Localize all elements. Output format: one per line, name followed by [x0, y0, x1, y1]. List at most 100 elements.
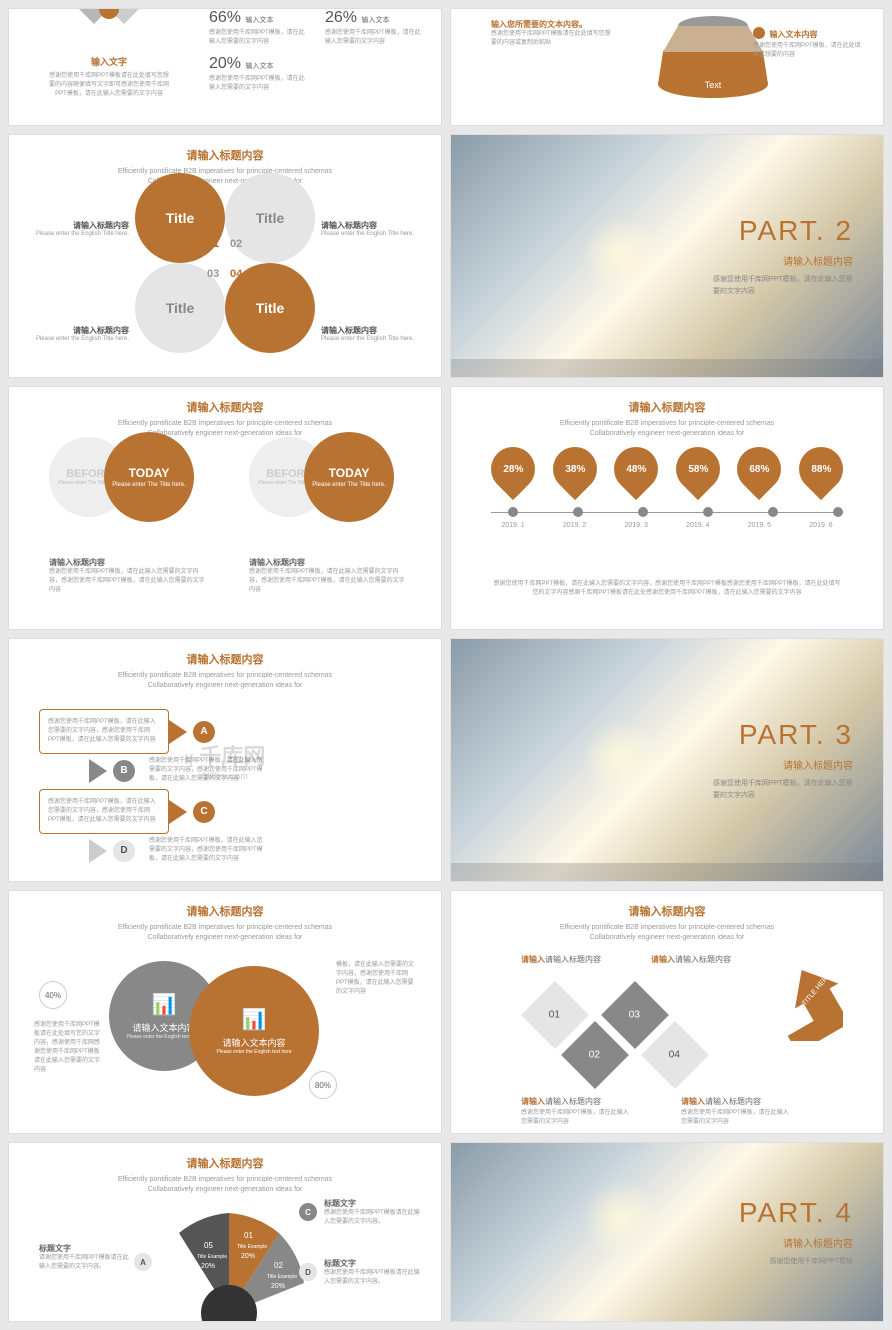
box-c: 感谢您使用千库网PPT模板，请在此输入您需要的文字内容，感谢您使用千库网PPT模… — [39, 789, 169, 834]
caption-desc: 感谢您使用千库网PPT模板请在此处填写您想要的内容随便填写文字即可感谢您使用千库… — [49, 72, 169, 99]
svg-text:Text: Text — [705, 80, 722, 90]
hero-title: PART. 4 — [739, 1197, 853, 1229]
annot-br: 请输入标题内容Please enter the English Title he… — [321, 325, 421, 342]
slide-diamonds: 请输入标题内容 Efficiently pontificate B2B impe… — [450, 890, 884, 1134]
slide-sub: Efficiently pontificate B2B imperatives … — [451, 923, 883, 943]
slide-title: 请输入标题内容 — [9, 135, 441, 167]
box-b: 感谢您使用千库网PPT模板，请在此输入您需要的文字内容，感谢您使用千库网PPT模… — [141, 749, 271, 792]
badge-d: D — [299, 1263, 317, 1281]
svg-text:20%: 20% — [201, 1263, 215, 1270]
svg-text:Title Example: Title Example — [267, 1274, 297, 1280]
chart-icon: 📊 — [242, 1007, 267, 1032]
hero-sub: 请输入标题内容 — [783, 1235, 853, 1250]
hero-title: PART. 2 — [739, 215, 853, 247]
cap-2: 请输入标题内容感谢您使用千库网PPT模板，请在此输入您需要的文字内容，感谢您使用… — [249, 557, 409, 595]
pin: 88% — [790, 438, 852, 500]
slide-sub: Efficiently pontificate B2B imperatives … — [451, 419, 883, 439]
hero-title: PART. 3 — [739, 719, 853, 751]
side-r2: 标题文字 感谢您使用千库网PPT模板请在此输入您需要的文字内容。 — [324, 1258, 424, 1287]
lead-desc: 感谢您使用千库网PPT模板请在此处填写您想要的内容或复制后粘贴 — [491, 30, 611, 48]
right-desc: 模板，请在此输入您需要的文字内容，感谢您使用千库网PPT模板，请在此输入您需要的… — [336, 961, 416, 997]
slide-title: 请输入标题内容 — [9, 387, 441, 419]
chevron-icon — [169, 800, 187, 824]
letter-a: A — [193, 721, 215, 743]
slide-part4-hero: PART. 4 请输入标题内容 感谢您使用千库网PPT模板 — [450, 1142, 884, 1322]
svg-text:20%: 20% — [241, 1253, 255, 1260]
pin: 38% — [543, 438, 605, 500]
slide-four-circles: 请输入标题内容 Efficiently pontificate B2B impe… — [8, 134, 442, 378]
pins-row: 28% 38% 48% 58% 68% 88% — [491, 447, 843, 491]
hero-desc: 感谢您使用千库网PPT模板，请在此输入您需要的文字内容 — [713, 778, 853, 800]
hero-sub: 请输入标题内容 — [783, 253, 853, 268]
slide-sub: Efficiently pontificate B2B imperatives … — [9, 923, 441, 943]
svg-text:02: 02 — [274, 1261, 283, 1270]
slide-title: 请输入标题内容 — [9, 1143, 441, 1175]
chevron-icon — [89, 839, 107, 863]
arrow-icon: TITLE HERE — [763, 951, 833, 1021]
annot-tr: 请输入标题内容Please enter the English Title he… — [321, 220, 421, 237]
slide-sub: Efficiently pontificate B2B imperatives … — [9, 671, 441, 691]
stat-1: 66% 输入文本感谢您使用千库网PPT模板，请在此输入您需要的文字内容 — [209, 9, 305, 47]
side-r1: 标题文字 感谢您使用千库网PPT模板请在此输入您需要的文字内容。 — [324, 1198, 424, 1227]
annot-br: 请输入请输入标题内容感谢您使用千库网PPT模板，请在此输入您需要的文字内容 — [681, 1091, 791, 1127]
slide-title: 请输入标题内容 — [9, 891, 441, 923]
annot-tl: 请输入请输入标题内容 — [521, 949, 631, 967]
stat-3: 20% 输入文本感谢您使用千库网PPT模板，请在此输入您需要的文字内容 — [209, 55, 305, 93]
side-left: 标题文字 请谢您使用千库网PPT模板请在此输入您需要的文字内容。 — [39, 1243, 129, 1272]
slide-stats: 输入文字 感谢您使用千库网PPT模板请在此处填写您想要的内容随便填写文字即可感谢… — [8, 8, 442, 126]
caption: 输入文字 — [49, 55, 169, 68]
pin: 68% — [728, 438, 790, 500]
svg-text:Title Example: Title Example — [237, 1244, 267, 1250]
slide-two-circles: 请输入标题内容 Efficiently pontificate B2B impe… — [8, 890, 442, 1134]
aperture-icon — [69, 9, 149, 49]
letter-c: C — [193, 801, 215, 823]
cap-1: 请输入标题内容感谢您使用千库网PPT模板，请在此输入您需要的文字内容，感谢您使用… — [49, 557, 209, 595]
letter-b: B — [113, 760, 135, 782]
svg-text:20%: 20% — [271, 1283, 285, 1290]
annot-tl: 请输入标题内容Please enter the English Title he… — [29, 220, 129, 237]
annot-tr: 请输入请输入标题内容 — [651, 949, 761, 967]
left-desc: 感谢您使用千库网PPT模板请在此处填写您的文字内容，感谢使用千库网感谢您使用千库… — [34, 1021, 104, 1075]
chevron-icon — [169, 720, 187, 744]
svg-text:01: 01 — [244, 1231, 253, 1240]
slide-title: 请输入标题内容 — [9, 639, 441, 671]
today-circle-2: TODAYPlease enter The Title here. — [304, 432, 394, 522]
hero-desc: 感谢您使用千库网PPT模板 — [769, 1256, 853, 1267]
slide-before-today: 请输入标题内容 Efficiently pontificate B2B impe… — [8, 386, 442, 630]
bullet-icon — [753, 27, 765, 39]
letter-d: D — [113, 840, 135, 862]
stat-2: 26% 输入文本感谢您使用千库网PPT模板，请在此输入您需要的文字内容 — [325, 9, 421, 47]
slide-abcd: 请输入标题内容 Efficiently pontificate B2B impe… — [8, 638, 442, 882]
pin: 28% — [482, 438, 544, 500]
svg-text:05: 05 — [204, 1241, 213, 1250]
svg-text:Title Example: Title Example — [197, 1254, 227, 1260]
slide-fan: 请输入标题内容 Efficiently pontificate B2B impe… — [8, 1142, 442, 1322]
slide-funnel: 输入您所需要的文本内容。 感谢您使用千库网PPT模板请在此处填写您想要的内容或复… — [450, 8, 884, 126]
annot-bl: 请输入标题内容Please enter the English Title he… — [29, 325, 129, 342]
pct-1: 40% — [39, 981, 67, 1009]
foot-text: 感谢您使用千库网PPT模板，请在此输入您需要的文字内容，感谢您使用千库网PPT模… — [491, 580, 843, 599]
dates-row: 2019. 12019. 22019. 32019. 42019. 52019.… — [491, 522, 843, 529]
annot-bl: 请输入请输入标题内容感谢您使用千库网PPT模板，请在此输入您需要的文字内容 — [521, 1091, 631, 1127]
hero-desc: 感谢您使用千库网PPT模板，请在此输入您需要的文字内容 — [713, 274, 853, 296]
box-d: 感谢您使用千库网PPT模板，请在此输入您需要的文字内容，感谢您使用千库网PPT模… — [141, 829, 271, 872]
today-circle: TODAYPlease enter The Title here. — [104, 432, 194, 522]
slide-part3-hero: PART. 3 请输入标题内容 感谢您使用千库网PPT模板，请在此输入您需要的文… — [450, 638, 884, 882]
slide-sub: Efficiently pontificate B2B imperatives … — [9, 419, 441, 439]
annot-desc: 感谢您使用千库网PPT模板，请在此处填写您想要的内容 — [753, 42, 863, 60]
chart-icon: 📊 — [152, 992, 177, 1017]
circle-orange: 📊 请输入文本内容 Please enter the English text … — [189, 966, 319, 1096]
badge-c: C — [299, 1203, 317, 1221]
slide-timeline-pins: 请输入标题内容 Efficiently pontificate B2B impe… — [450, 386, 884, 630]
box-a: 感谢您使用千库网PPT模板，请在此输入您需要的文字内容，感谢您使用千库网PPT模… — [39, 709, 169, 754]
annot-label: 输入文本内容 — [769, 30, 817, 39]
fan-chart: 05 Title Example 20% 01 Title Example 20% 02… — [149, 1193, 309, 1322]
pin: 58% — [667, 438, 729, 500]
chevron-icon — [89, 759, 107, 783]
pin: 48% — [605, 438, 667, 500]
slide-part2-hero: PART. 2 请输入标题内容 感谢您使用千库网PPT模板，请在此输入您需要的文… — [450, 134, 884, 378]
hero-sub: 请输入标题内容 — [783, 757, 853, 772]
slide-title: 请输入标题内容 — [451, 891, 883, 923]
slide-sub: Efficiently pontificate B2B imperatives … — [9, 1175, 441, 1195]
lead-title: 输入您所需要的文本内容。 — [491, 19, 611, 30]
